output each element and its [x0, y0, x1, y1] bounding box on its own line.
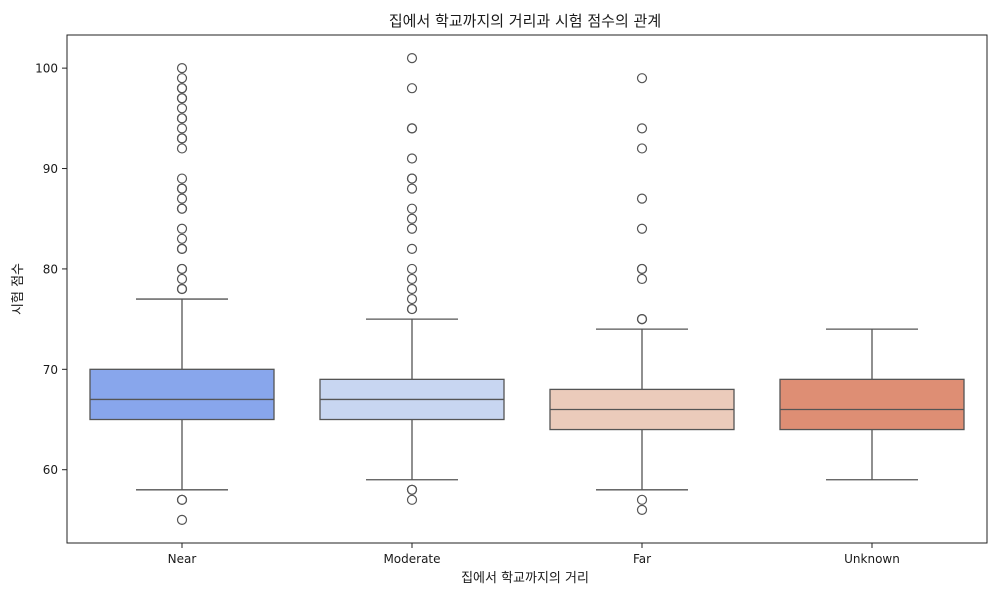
box-group-far — [549, 73, 735, 515]
outlier-point — [176, 123, 188, 134]
outlier-point — [176, 193, 188, 204]
outlier-point — [176, 494, 188, 505]
chart-title: 집에서 학교까지의 거리과 시험 점수의 관계 — [389, 12, 661, 30]
outlier-point — [176, 73, 188, 84]
outlier-point — [176, 83, 188, 94]
outlier-point — [636, 143, 648, 154]
outlier-point — [406, 303, 418, 315]
y-tick-label: 60 — [43, 463, 58, 477]
box-group-unknown — [779, 328, 965, 481]
outlier-point — [176, 143, 188, 154]
y-axis: 60 70 80 90 100 — [35, 62, 67, 477]
outlier-point — [176, 514, 188, 526]
y-tick-label: 80 — [43, 262, 58, 276]
outlier-point — [406, 283, 418, 295]
plot-area-frame — [66, 34, 988, 544]
box-group-moderate — [319, 52, 505, 505]
outlier-point — [636, 314, 648, 325]
outlier-point — [636, 273, 648, 285]
x-axis-label: 집에서 학교까지의 거리 — [461, 571, 589, 586]
outlier-point — [406, 203, 418, 214]
outlier-point — [406, 293, 418, 305]
x-tick-label: Near — [168, 552, 197, 566]
outlier-point — [176, 263, 188, 275]
outlier-point — [406, 263, 418, 275]
box-iqr — [89, 368, 275, 421]
outlier-point — [636, 193, 648, 204]
outlier-point — [176, 233, 188, 244]
outlier-point — [176, 103, 188, 114]
box-series — [89, 52, 965, 526]
outlier-point — [406, 123, 418, 134]
y-tick-label: 70 — [43, 363, 58, 377]
outlier-point — [176, 243, 188, 254]
x-tick-label: Moderate — [383, 552, 440, 566]
box-iqr — [779, 378, 965, 431]
outlier-point — [176, 133, 188, 144]
outlier-point — [636, 123, 648, 134]
y-tick-label: 90 — [43, 162, 58, 176]
outlier-point — [406, 183, 418, 194]
outlier-point — [176, 273, 188, 285]
outlier-point — [176, 113, 188, 124]
outlier-point — [176, 203, 188, 214]
outlier-point — [406, 494, 418, 505]
outlier-point — [406, 273, 418, 285]
x-tick-label: Unknown — [844, 552, 900, 566]
outlier-point — [636, 73, 648, 84]
outlier-point — [636, 504, 648, 515]
x-tick-label: Far — [633, 552, 651, 566]
outlier-point — [636, 494, 648, 505]
outlier-point — [406, 213, 418, 224]
outlier-point — [406, 484, 418, 495]
outlier-point — [406, 223, 418, 234]
outlier-point — [406, 243, 418, 254]
outlier-point — [176, 173, 188, 184]
y-axis-label: 시험 점수 — [11, 263, 26, 315]
outlier-point — [176, 183, 188, 194]
outlier-point — [176, 63, 188, 74]
outlier-point — [176, 93, 188, 104]
outlier-point — [406, 153, 418, 164]
y-tick-label: 100 — [35, 62, 58, 76]
outlier-point — [406, 52, 418, 64]
outlier-point — [176, 223, 188, 234]
outlier-point — [636, 223, 648, 234]
outlier-point — [176, 283, 188, 295]
box-group-near — [89, 63, 275, 526]
x-axis: Near Moderate Far Unknown — [168, 543, 900, 566]
outlier-point — [406, 83, 418, 94]
outlier-point — [636, 263, 648, 275]
outlier-point — [406, 173, 418, 184]
